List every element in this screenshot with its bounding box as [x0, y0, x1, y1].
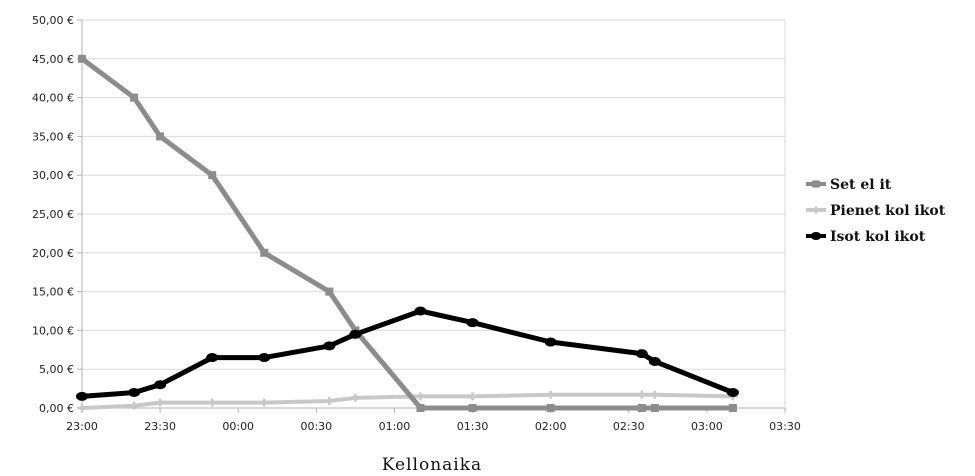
data-point — [258, 353, 271, 363]
x-tick-label: 01:00 — [379, 420, 411, 433]
x-tick-label: 00:00 — [222, 420, 254, 433]
data-point — [154, 380, 167, 390]
y-axis-ticks: 0,00 € 5,00 € 10,00 € 15,00 € 20,00 € 25,00 €… — [32, 14, 82, 415]
data-point — [636, 390, 647, 399]
data-point — [325, 287, 334, 296]
y-tick-label: 15,00 € — [32, 286, 74, 299]
legend-label: Pienet kol ikot — [830, 203, 946, 219]
x-axis-label: Kellonaika — [382, 455, 482, 475]
data-point — [259, 398, 270, 407]
y-tick-label: 20,00 € — [32, 247, 74, 260]
data-point — [635, 349, 648, 359]
data-point — [323, 341, 336, 351]
series-line — [79, 56, 736, 411]
data-point — [129, 401, 140, 410]
x-axis-ticks: 23:00 23:30 00:00 00:30 01:00 01:30 02:00 02:30… — [66, 408, 801, 433]
legend: Set el it Pienet kol ikot Isot kol ikot — [806, 177, 946, 245]
data-point — [544, 337, 557, 347]
x-tick-label: 02:00 — [535, 420, 567, 433]
data-point — [324, 397, 335, 406]
data-point — [128, 387, 141, 397]
data-point — [728, 404, 737, 412]
x-tick-label: 02:30 — [613, 420, 645, 433]
legend-item: Set el it — [806, 177, 892, 193]
legend-item: Isot kol ikot — [806, 229, 926, 245]
legend-label: Set el it — [830, 177, 892, 193]
y-tick-label: 45,00 € — [32, 53, 74, 66]
data-point — [415, 392, 426, 401]
series-line — [79, 308, 736, 399]
data-point — [637, 404, 646, 412]
data-point — [77, 404, 87, 412]
data-point — [349, 329, 362, 339]
data-point — [414, 306, 427, 316]
y-tick-label: 30,00 € — [32, 169, 74, 182]
y-tick-label: 35,00 € — [32, 130, 74, 143]
data-point — [649, 390, 660, 399]
data-point — [416, 404, 425, 412]
legend-marker — [811, 206, 821, 214]
data-point — [76, 391, 88, 401]
data-point — [206, 353, 219, 363]
data-point — [467, 392, 478, 401]
series-2 — [77, 390, 738, 412]
series-1 — [78, 54, 737, 412]
x-tick-label: 01:30 — [457, 420, 489, 433]
data-point — [466, 318, 479, 328]
legend-label: Isot kol ikot — [830, 229, 926, 245]
data-point — [350, 393, 361, 402]
x-tick-label: 00:30 — [300, 420, 332, 433]
data-point — [207, 398, 218, 407]
data-point — [650, 404, 659, 412]
legend-marker — [812, 180, 820, 188]
y-tick-label: 0,00 € — [39, 402, 74, 415]
y-tick-label: 50,00 € — [32, 14, 74, 27]
grid-lines — [82, 19, 785, 409]
data-point — [545, 390, 556, 399]
y-tick-label: 5,00 € — [39, 363, 74, 376]
data-point — [468, 404, 477, 412]
data-point — [648, 356, 661, 366]
legend-marker — [810, 231, 822, 241]
series-group — [76, 54, 739, 412]
data-point — [130, 93, 139, 102]
x-tick-label: 03:30 — [769, 420, 801, 433]
y-tick-label: 10,00 € — [32, 324, 74, 337]
x-tick-label: 23:00 — [66, 420, 98, 433]
x-tick-label: 23:30 — [144, 420, 176, 433]
y-tick-label: 25,00 € — [32, 208, 74, 221]
data-point — [78, 54, 86, 63]
data-point — [156, 132, 165, 141]
data-point — [726, 387, 739, 397]
legend-item: Pienet kol ikot — [806, 203, 946, 219]
data-point — [155, 398, 166, 407]
data-point — [260, 248, 269, 257]
series-3 — [76, 306, 739, 401]
data-point — [546, 404, 555, 412]
data-point — [208, 171, 217, 180]
x-tick-label: 03:00 — [691, 420, 723, 433]
y-tick-label: 40,00 € — [32, 92, 74, 105]
